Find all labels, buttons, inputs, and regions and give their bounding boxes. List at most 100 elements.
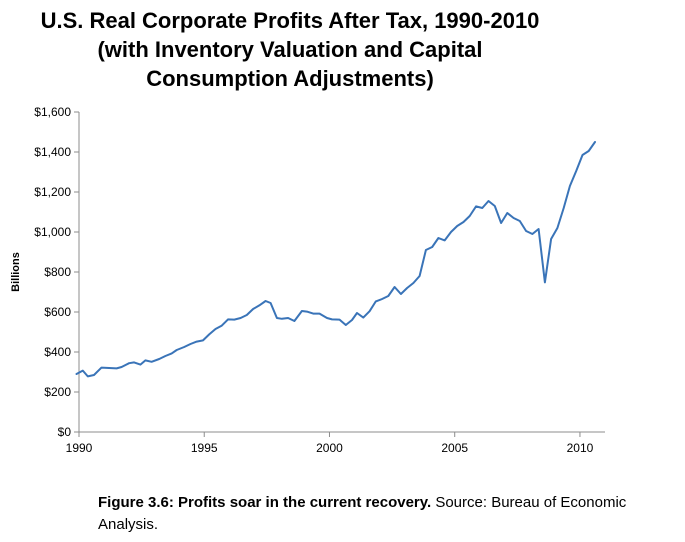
data-point: [227, 318, 229, 320]
data-point: [487, 200, 490, 202]
data-point: [176, 349, 178, 351]
data-point: [128, 362, 130, 364]
data-point: [133, 361, 135, 363]
data-point: [246, 314, 248, 316]
caption-source: Source: Bureau of Economic Analysis.: [98, 494, 627, 533]
data-point: [456, 225, 458, 227]
data-point: [214, 328, 217, 330]
data-point: [326, 317, 328, 319]
data-point: [525, 230, 527, 232]
y-axis-label: Billions: [10, 252, 22, 292]
data-point: [538, 228, 540, 230]
x-tick-label: 2000: [316, 441, 343, 455]
data-point: [581, 154, 584, 156]
data-point: [108, 367, 110, 369]
caption-bold: Figure 3.6: Profits soar in the current …: [98, 494, 432, 511]
data-point: [362, 317, 364, 319]
chart-title-line: Consumption Adjustments): [146, 66, 434, 91]
y-tick-label: $1,000: [34, 225, 71, 239]
y-axis-ticks: $0 $200 $400 $600 $800 $1,000 $1,200 $1,400 $1,6…: [34, 105, 79, 439]
data-point: [171, 352, 173, 354]
data-point: [87, 375, 89, 377]
data-point: [82, 370, 84, 372]
data-point: [494, 205, 496, 207]
data-point: [425, 249, 427, 251]
data-point: [306, 311, 308, 313]
figure-caption: Figure 3.6: Profits soar in the current …: [98, 492, 678, 536]
data-point: [506, 212, 508, 214]
data-point: [75, 373, 78, 375]
x-axis-ticks: 1990 1995 2000 2005 2010: [66, 432, 594, 455]
data-point: [281, 318, 283, 320]
data-point: [431, 246, 433, 248]
data-point: [556, 227, 559, 229]
data-point: [475, 205, 477, 207]
data-point: [381, 298, 383, 300]
data-point: [121, 366, 123, 368]
data-point: [233, 319, 235, 321]
data-point: [356, 312, 358, 314]
data-point: [144, 359, 146, 361]
data-point: [406, 287, 408, 289]
y-tick-label: $800: [44, 265, 71, 279]
data-point: [93, 374, 95, 376]
chart-title-line: U.S. Real Corporate Profits After Tax, 1…: [40, 8, 540, 33]
data-point: [221, 325, 223, 327]
data-point: [276, 317, 278, 319]
data-point: [400, 293, 402, 295]
data-point: [270, 302, 272, 304]
data-point: [419, 275, 421, 277]
data-point: [202, 339, 204, 341]
data-point: [569, 185, 571, 187]
x-tick-label: 1995: [191, 441, 218, 455]
x-tick-label: 2005: [441, 441, 468, 455]
data-point: [116, 367, 118, 369]
data-point: [258, 304, 260, 306]
data-point: [575, 170, 577, 172]
data-point: [100, 367, 103, 369]
y-tick-label: $1,600: [34, 105, 71, 119]
y-tick-label: $400: [44, 345, 71, 359]
data-point: [151, 361, 153, 363]
y-tick-label: $1,400: [34, 145, 71, 159]
data-point: [164, 355, 166, 357]
x-tick-label: 1990: [66, 441, 93, 455]
y-tick-label: $600: [44, 305, 71, 319]
data-point: [351, 319, 353, 321]
data-point: [318, 313, 321, 315]
x-tick-label: 2010: [567, 441, 594, 455]
data-point: [240, 317, 242, 319]
data-point: [588, 150, 590, 152]
data-point: [519, 220, 521, 222]
data-point: [444, 239, 446, 241]
data-point: [293, 320, 295, 322]
data-point: [481, 207, 483, 209]
chart-title-line: (with Inventory Valuation and Capital: [97, 37, 483, 62]
data-point: [287, 317, 289, 319]
data-point: [450, 231, 452, 233]
data-point: [387, 295, 389, 297]
y-tick-label: $1,200: [34, 185, 71, 199]
data-point: [437, 237, 439, 239]
series-line: [75, 141, 596, 378]
data-point: [500, 222, 502, 224]
y-tick-label: $200: [44, 385, 71, 399]
data-point: [158, 358, 160, 360]
data-point: [345, 324, 347, 326]
data-point: [394, 286, 396, 288]
data-point: [462, 221, 465, 223]
data-point: [196, 341, 198, 343]
data-point: [563, 207, 565, 209]
data-point: [252, 308, 254, 310]
data-point: [594, 141, 596, 143]
y-tick-label: $0: [58, 425, 72, 439]
data-point: [312, 313, 314, 315]
data-point: [550, 238, 552, 240]
data-point: [301, 310, 303, 312]
chart-axes: [78, 112, 605, 433]
data-point: [331, 318, 333, 320]
data-point: [208, 333, 210, 335]
data-point: [412, 282, 414, 284]
data-point: [338, 319, 341, 321]
